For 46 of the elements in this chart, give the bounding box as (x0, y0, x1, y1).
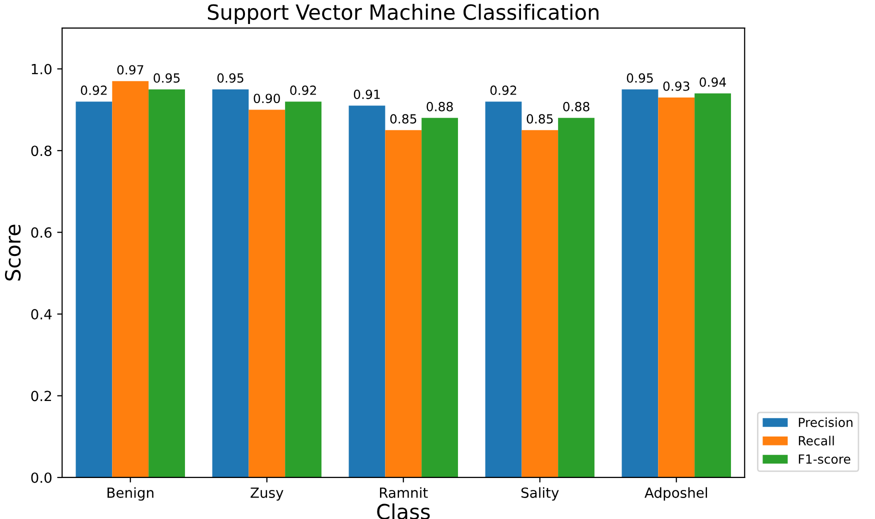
data-label: 0.85 (526, 114, 553, 124)
legend-label: Precision (798, 417, 852, 428)
bar (485, 102, 522, 478)
bar (212, 89, 249, 478)
data-label: 0.92 (290, 86, 316, 95)
bar (558, 118, 594, 478)
bar (112, 81, 149, 478)
data-label: 0.90 (254, 94, 280, 104)
y-axis-title: Score (4, 224, 21, 281)
x-tick-label: Ramnit (380, 487, 428, 498)
y-tick-label: 1.0 (32, 64, 52, 74)
bar (148, 89, 185, 478)
data-label: 0.91 (354, 90, 380, 100)
y-tick-label: 0.6 (31, 227, 52, 238)
bar (422, 118, 458, 478)
bar (622, 89, 658, 478)
chart-title: Support Vector Machine Classification (208, 4, 598, 24)
y-tick-label: 0.4 (31, 309, 52, 320)
x-tick-label: Zusy (250, 488, 284, 501)
bar (522, 130, 558, 478)
legend-label: F1-score (798, 454, 850, 464)
data-label: 0.97 (117, 65, 144, 75)
bar (658, 97, 695, 478)
y-tick-label: 0.2 (31, 390, 52, 402)
y-tick-label: 0.0 (31, 472, 52, 483)
data-label: 0.85 (390, 114, 416, 124)
data-label: 0.93 (663, 81, 690, 91)
bar (285, 102, 322, 478)
data-label: 0.95 (154, 73, 180, 83)
y-tick-label: 0.8 (31, 146, 52, 156)
legend-label: Recall (798, 436, 834, 446)
bar (248, 110, 286, 478)
bar (76, 102, 112, 478)
bar (385, 130, 422, 478)
x-tick-label: Adposhel (644, 487, 707, 501)
data-label: 0.95 (217, 73, 244, 83)
x-tick-label: Sality (521, 487, 559, 501)
data-label: 0.94 (700, 77, 726, 87)
bar (694, 93, 731, 478)
data-label: 0.92 (80, 86, 107, 95)
data-label: 0.88 (563, 102, 590, 112)
data-label: 0.95 (626, 73, 653, 83)
data-label: 0.92 (490, 86, 516, 95)
data-label: 0.88 (426, 102, 453, 112)
x-tick-label: Benign (108, 487, 154, 501)
bar (348, 106, 386, 478)
